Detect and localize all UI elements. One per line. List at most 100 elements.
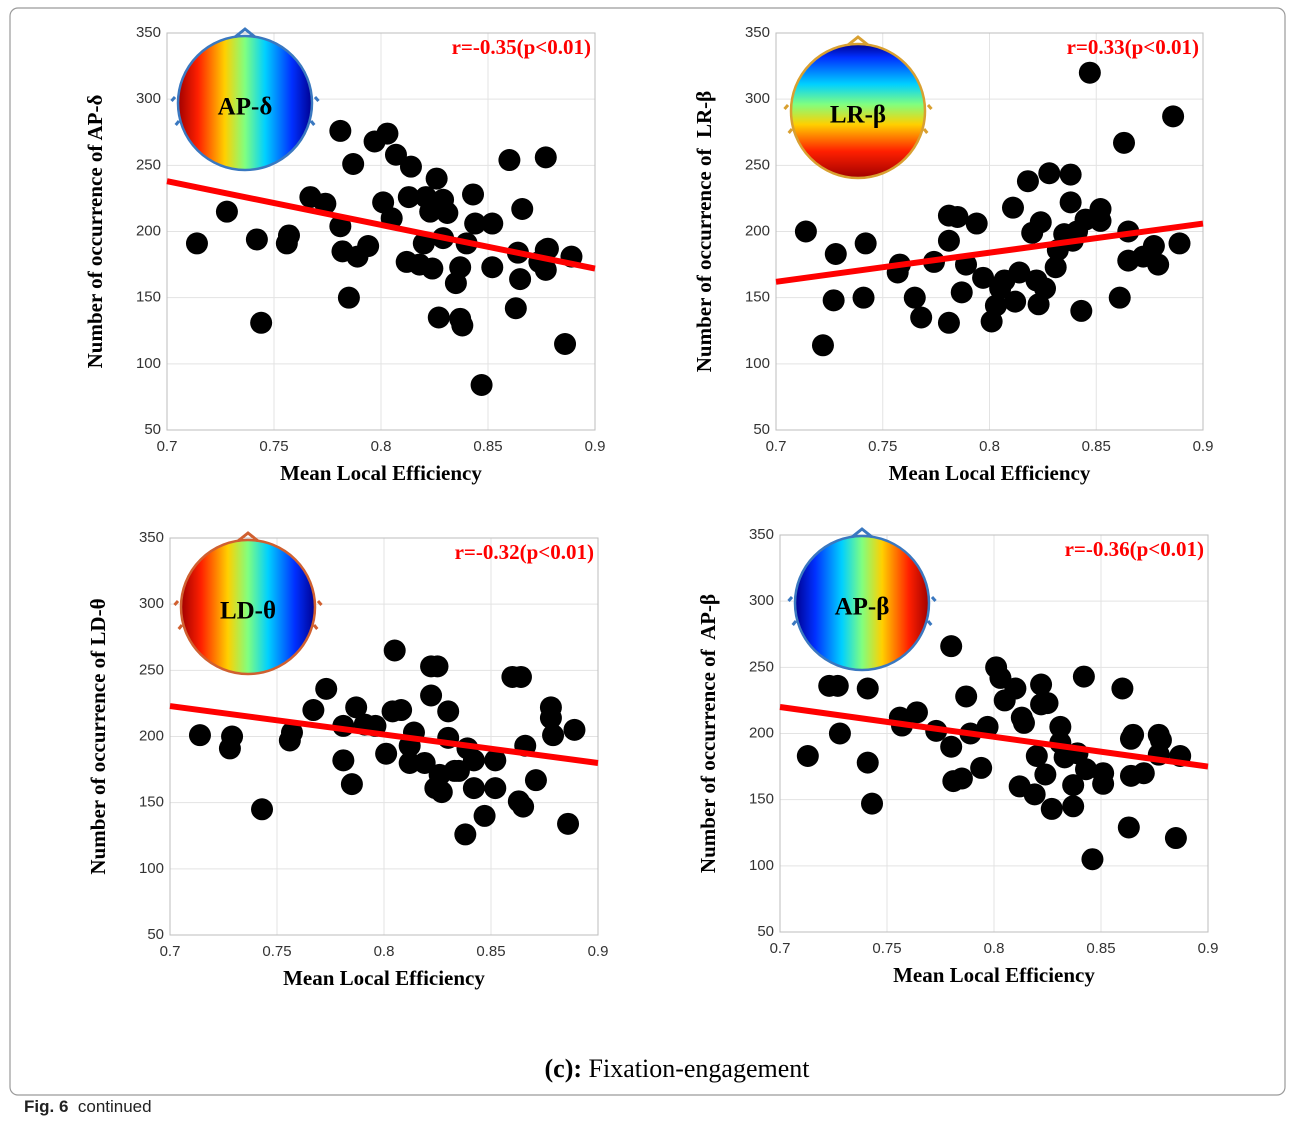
scatter-point <box>1081 848 1104 871</box>
x-tick-label: 0.8 <box>371 438 392 455</box>
scatter-point <box>436 201 459 224</box>
scatter-point <box>796 744 819 767</box>
y-axis-label: Number of occurrence of AP-δ <box>83 95 107 369</box>
y-axis-label: Number of occurrence of LD-θ <box>86 598 110 874</box>
scatter-point <box>462 183 485 206</box>
chart-panel: 0.7 0.75 0.8 0.85 0.9 50 100 150 200 250 300 350 LD-… <box>86 529 609 990</box>
scatter-point <box>481 256 504 279</box>
scatter-point <box>1162 105 1185 128</box>
chart-panel: 0.7 0.75 0.8 0.85 0.9 50 100 150 200 250 300 350 AP-… <box>83 24 606 485</box>
inset-nose <box>847 35 869 47</box>
scatter-point <box>376 122 399 145</box>
y-tick-label: 50 <box>144 421 161 438</box>
scatter-point <box>1089 209 1112 232</box>
y-axis-label: Number of occurrence of AP-β <box>696 594 720 873</box>
caption-label: (c): <box>545 1054 583 1083</box>
scatter-point <box>542 724 565 747</box>
scatter-point <box>1004 290 1027 313</box>
scatter-point <box>384 143 407 166</box>
y-tick-label: 350 <box>745 24 770 41</box>
y-tick-label: 300 <box>139 595 164 612</box>
inset-label: AP-β <box>835 594 890 621</box>
y-tick-label: 150 <box>139 794 164 811</box>
scatter-point <box>534 258 557 281</box>
scatter-point <box>280 721 303 744</box>
y-tick-label: 200 <box>749 724 774 741</box>
chart-panel: 0.7 0.75 0.8 0.85 0.9 50 100 150 200 250 300 350 AP-… <box>696 526 1219 987</box>
scatter-point <box>188 724 211 747</box>
inset-nose <box>237 531 259 543</box>
scatter-point <box>412 232 435 255</box>
x-tick-label: 0.75 <box>868 438 897 455</box>
scatter-point <box>342 153 365 176</box>
scatter-point <box>1147 253 1170 276</box>
x-tick-label: 0.75 <box>872 940 901 957</box>
y-tick-label: 250 <box>139 661 164 678</box>
scatter-point <box>357 235 380 258</box>
y-tick-label: 200 <box>745 222 770 239</box>
inset-ear <box>926 104 933 110</box>
inset-label: LR-β <box>830 102 886 129</box>
scatter-point <box>332 749 355 772</box>
figure-note: Fig. 6 continued <box>24 1097 152 1116</box>
scatter-point <box>539 706 562 729</box>
scatter-point <box>1111 677 1134 700</box>
x-tick-label: 0.7 <box>766 438 787 455</box>
y-tick-label: 150 <box>745 289 770 306</box>
inset-ear <box>930 596 937 602</box>
scatter-point <box>854 232 877 255</box>
y-tick-label: 300 <box>745 90 770 107</box>
x-tick-label: 0.8 <box>979 438 1000 455</box>
scatter-point <box>940 735 963 758</box>
scatter-point <box>1059 163 1082 186</box>
x-tick-label: 0.9 <box>588 943 609 960</box>
trend-line <box>775 220 1204 285</box>
scatter-point <box>425 167 448 190</box>
scatter-point <box>315 677 338 700</box>
scatter-point <box>856 677 879 700</box>
scatter-point <box>509 268 532 291</box>
scatter-point <box>340 773 363 796</box>
scatter-point <box>950 281 973 304</box>
scatter-point <box>383 639 406 662</box>
scatter-point <box>215 200 238 223</box>
scatter-point <box>1062 795 1085 818</box>
scatter-point <box>1034 277 1057 300</box>
scatter-point <box>536 237 559 260</box>
x-tick-label: 0.7 <box>770 940 791 957</box>
y-tick-label: 100 <box>136 355 161 372</box>
plot-frame <box>169 537 599 936</box>
x-tick-label: 0.9 <box>585 438 606 455</box>
y-tick-label: 200 <box>139 727 164 744</box>
scatter-point <box>856 751 879 774</box>
inset-ear <box>177 624 184 630</box>
scatter-point <box>185 232 208 255</box>
figure-number: Fig. 6 <box>24 1097 68 1116</box>
x-tick-label: 0.9 <box>1198 940 1219 957</box>
x-tick-label: 0.7 <box>157 438 178 455</box>
scatter-point <box>1012 711 1035 734</box>
y-tick-label: 150 <box>136 289 161 306</box>
x-tick-label: 0.85 <box>476 943 505 960</box>
scatter-point <box>413 751 436 774</box>
scatter-point <box>484 749 507 772</box>
scatter-point <box>426 655 449 678</box>
annotation: r=-0.32(p<0.01) <box>455 540 594 564</box>
plot-frame <box>775 32 1204 431</box>
inset-nose <box>234 27 256 39</box>
scatter-point <box>484 777 507 800</box>
y-tick-label: 200 <box>136 222 161 239</box>
scatter-point <box>1025 744 1048 767</box>
scatter-point <box>1062 774 1085 797</box>
x-tick-label: 0.75 <box>259 438 288 455</box>
trend-line <box>166 178 596 272</box>
scatter-point <box>937 311 960 334</box>
scatter-point <box>345 696 368 719</box>
annotation: r=-0.36(p<0.01) <box>1065 537 1204 561</box>
scatter-point <box>481 212 504 235</box>
scatter-point <box>970 756 993 779</box>
x-axis-label: Mean Local Efficiency <box>889 461 1091 485</box>
inset-ear <box>926 620 933 626</box>
scatter-point <box>1078 61 1101 84</box>
